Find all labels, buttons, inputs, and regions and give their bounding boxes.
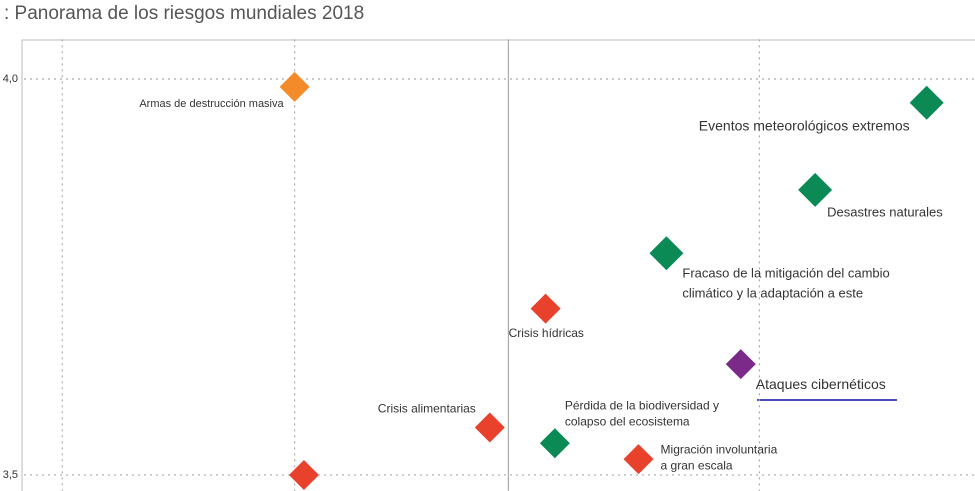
diamond	[539, 428, 570, 459]
point-label: Fracaso de la mitigación del cambio	[682, 266, 889, 281]
point-label: Armas de destrucción masiva	[139, 98, 284, 110]
point-label: Desastres naturales	[827, 204, 943, 219]
point-label: Ataques cibernéticos	[756, 376, 886, 392]
diamond	[474, 412, 505, 443]
point-label: a gran escala	[661, 458, 733, 472]
point-label: colapso del ecosistema	[565, 414, 690, 428]
point-label: Pérdida de la biodiversidad y	[565, 398, 719, 412]
point-label: Eventos meteorológicos extremos	[699, 117, 910, 133]
diamond	[725, 349, 756, 380]
point-label: Crisis hídricas	[509, 326, 584, 340]
diamond	[530, 293, 561, 324]
diamond	[279, 71, 310, 102]
diamond	[288, 459, 319, 490]
y-tick-label: 4,0	[3, 73, 18, 85]
diamond	[649, 236, 684, 271]
chart-title: : Panorama de los riesgos mundiales 2018	[4, 3, 364, 24]
diamond	[623, 444, 654, 475]
point-label: Migración involuntaria	[661, 442, 778, 456]
y-tick-label: 3,5	[3, 469, 18, 481]
point-label: Crisis alimentarias	[378, 402, 476, 416]
diamond	[909, 85, 944, 120]
point-label: climático y la adaptación a este	[682, 286, 863, 301]
diamond	[798, 172, 833, 207]
